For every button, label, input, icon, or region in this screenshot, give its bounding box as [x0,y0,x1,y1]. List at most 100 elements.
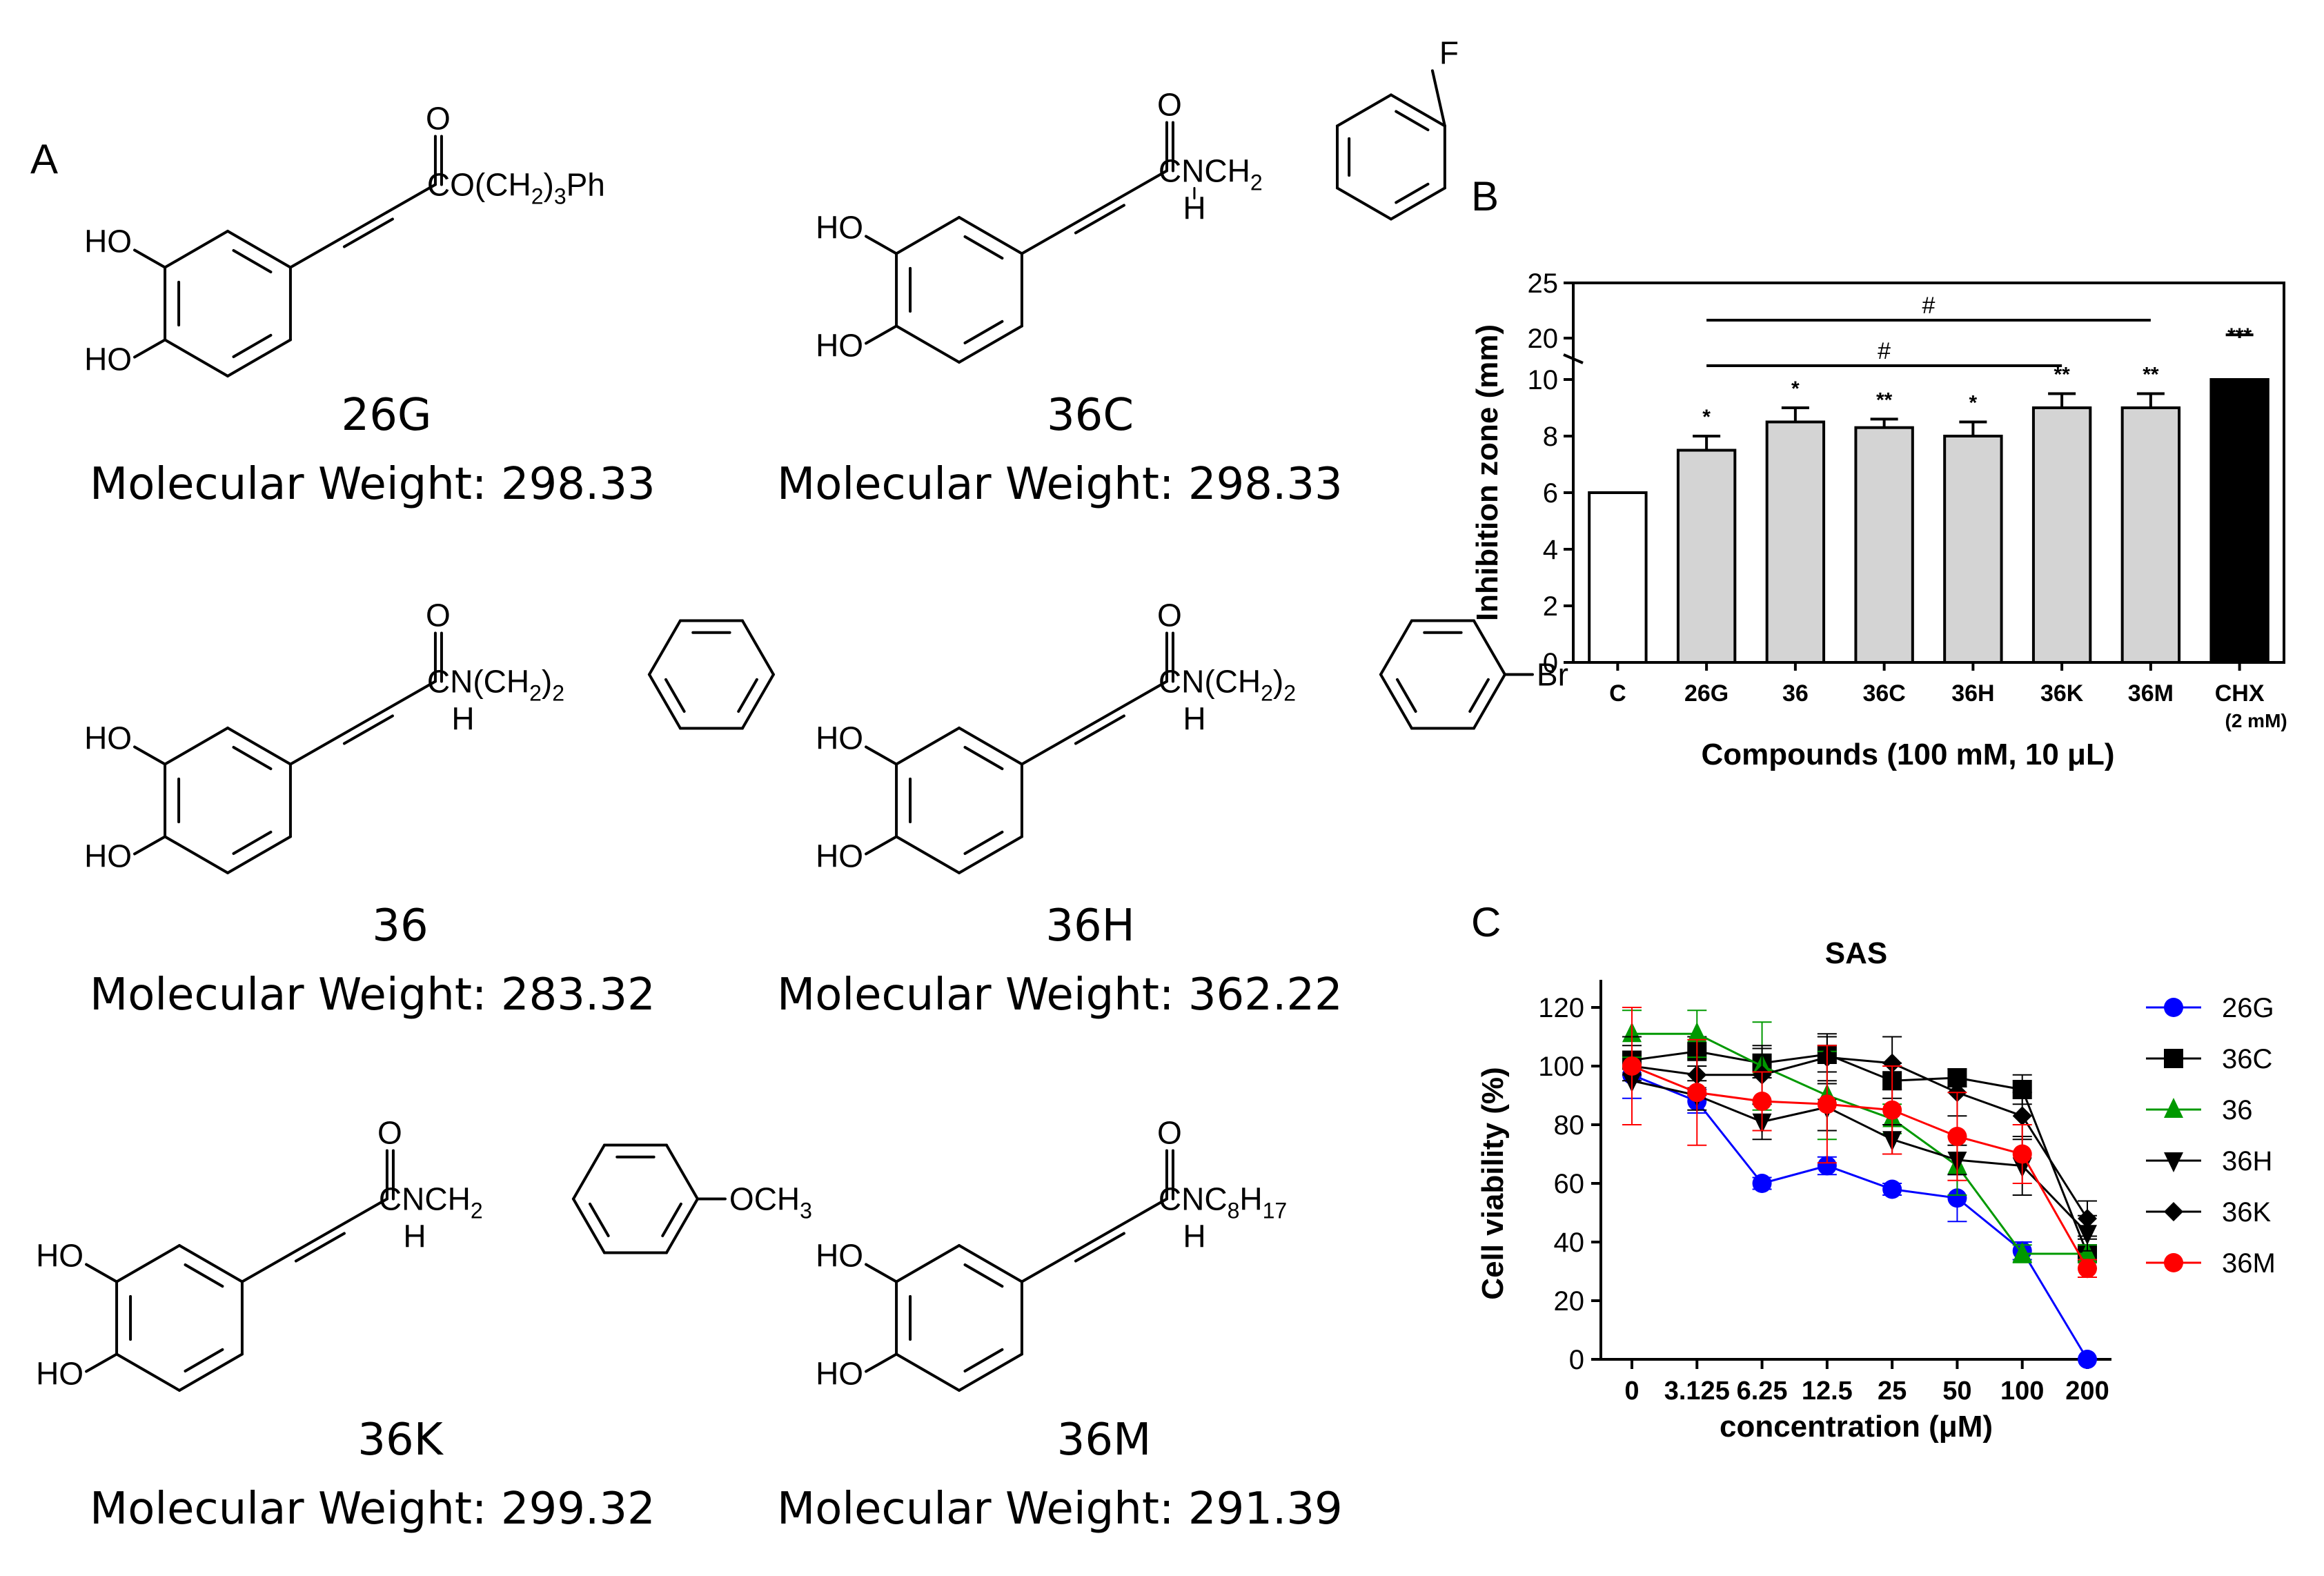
group-label: CN(CH2)2 [427,664,564,706]
y-tick-label: 25 [1528,268,1559,299]
ring-bond [226,727,292,766]
group-label-part: CO(CH [427,167,531,203]
group-label-part: 2 [1250,170,1263,195]
ring-bond [571,1197,606,1254]
ring-bond [178,1352,244,1392]
fluorophenyl-ring [1335,93,1446,221]
significance-label: * [1702,406,1711,429]
group-label: CNCH2 [379,1181,483,1223]
compound-label: 36K [357,1415,443,1466]
ring-bond [164,727,229,766]
x-tick-label: 100 [2000,1377,2044,1406]
ring-bond [164,338,229,377]
significance-label: *** [2227,324,2252,347]
x-tick-label: 3.125 [1664,1377,1730,1406]
x-tick-label: 36H [1951,680,1994,707]
group-label-part: 2 [529,681,542,706]
series-line [1631,1074,2089,1360]
ring-bond [740,619,775,676]
bromophenyl-ring [1379,619,1506,730]
alkene-double-bond [1074,1232,1125,1263]
ring-bond [164,230,229,269]
bar [1765,420,1826,664]
ring-double-bond [232,830,273,855]
legend-label: 36K [2222,1197,2271,1228]
legend-marker [2164,1098,2183,1118]
vinyl-bond [1116,169,1168,200]
x-tick-label: 26G [1684,680,1729,707]
series-line [1631,1065,2089,1269]
group-label: CNC8H17 [1159,1181,1287,1223]
ring-bond [1389,186,1446,221]
legend-label: 36H [2222,1146,2272,1176]
group-label: CN(CH2)2 [1159,664,1296,706]
ring-bond [647,619,682,676]
legend-marker [2164,1049,2183,1068]
bar [2209,378,2269,664]
series-line [1631,1056,2089,1219]
hydroxyl-bond [133,338,167,359]
group-label-part: CNCH [1159,153,1250,189]
compound-26g: 26G Molecular Weight: 298.33 HO HO O CO(CH2… [0,101,773,524]
amide-h-label: H [1183,701,1205,737]
ring-double-bond [661,1202,682,1237]
hydroxyl-bond [133,248,167,269]
ring-bond [1472,673,1506,730]
ring-double-bond [737,678,758,713]
group-label-part: CN(CH [427,664,529,700]
comparison-label: # [1878,338,1891,364]
compound-36k: 36K Molecular Weight: 299.32 HO HO O CNCH2 H… [0,1097,812,1553]
alkene-double-bond [342,714,394,745]
ring-bond [226,338,292,377]
ring-double-bond [1395,110,1430,132]
fluoro-bond [1430,69,1446,128]
methoxy-label: OCH3 [729,1181,812,1223]
series-36M [1622,1007,2097,1279]
vinyl-bond [1116,680,1168,711]
alkene-bond [337,707,388,738]
group-label-part: 17 [1263,1199,1288,1223]
significance-label: ** [1876,388,1893,411]
phenyl-ring [647,619,775,730]
data-point [1882,1053,1902,1073]
amide-h-label: H [451,701,474,737]
ring-bond [226,835,292,874]
compound-label: 36 [372,900,429,952]
ring-bond [895,216,961,255]
hydroxyl-label: HO [84,720,132,756]
vinyl-bond [240,1252,292,1283]
y-tick-label: 80 [1554,1110,1585,1141]
ring-double-bond [184,1263,224,1288]
x-tick-label: CHX [2215,680,2265,707]
comparison-label: # [1922,293,1936,319]
x-tick-label: 0 [1624,1377,1639,1406]
plot-frame [1572,282,2285,664]
data-point [1622,1056,1642,1076]
catechol-ring [164,230,292,377]
ring-bond [1335,186,1392,221]
oxygen-label: O [1157,598,1182,633]
group-label-part: OCH [729,1181,800,1217]
hydroxyl-label: HO [84,838,132,874]
y-tick-label: 6 [1543,478,1558,509]
data-point [1947,1188,1967,1208]
hydroxyl-bond [865,835,898,856]
ring-bond [958,324,1023,364]
x-tick-label: 12.5 [1802,1377,1853,1406]
compound-36: 36 Molecular Weight: 283.32 HO HO O CN(CH2)… [0,580,775,1035]
ring-bond [647,673,682,730]
bar [2031,406,2092,664]
data-point [1687,1083,1707,1103]
ring-double-bond [963,235,1004,260]
y-tick-label: 4 [1543,535,1558,565]
ring-bond [115,1244,181,1283]
x-tick-label: C [1609,680,1626,707]
molecular-weight-label: Molecular Weight: 298.33 [90,459,656,510]
significance-label: ** [2054,364,2070,386]
compound-label: 36C [1046,390,1134,441]
compound-36h: 36H Molecular Weight: 362.22 HO HO O CN(CH2… [731,580,1568,1035]
molecular-weight-label: Molecular Weight: 291.39 [777,1484,1343,1535]
x-axis-label: Compounds (100 mM, 10 μL) [1702,738,2115,771]
y-tick-label: 0 [1543,648,1558,678]
